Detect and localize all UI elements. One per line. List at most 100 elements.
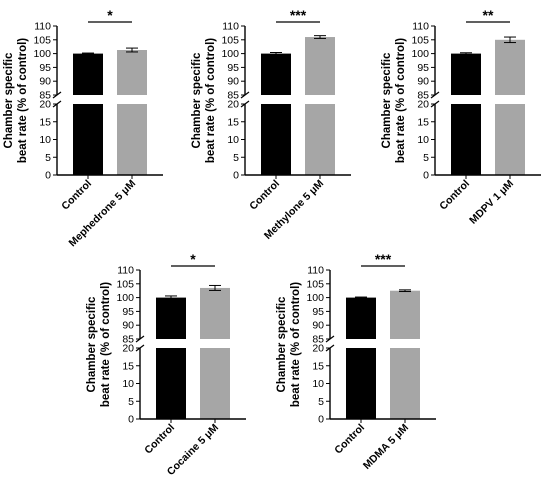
- x-tick-label: MDPV 1 μM: [467, 177, 516, 226]
- y-tick-label: 5: [233, 152, 239, 164]
- y-tick-label: 15: [312, 360, 324, 372]
- y-axis-title-line-1: Chamber specific: [381, 52, 393, 148]
- bar-upper-0: [156, 297, 186, 339]
- y-tick-label: 100: [33, 48, 51, 60]
- chart-panel-1: 85909510010511005101520ControlMephedrone…: [3, 7, 163, 249]
- y-tick-label: 15: [417, 116, 429, 128]
- y-tick-label: 20: [227, 99, 239, 111]
- y-tick-label: 105: [306, 278, 324, 290]
- y-tick-label: 20: [312, 343, 324, 355]
- y-tick-label: 100: [306, 292, 324, 304]
- y-tick-label: 85: [312, 334, 324, 346]
- significance-label: **: [483, 7, 494, 23]
- y-tick-label: 90: [417, 76, 429, 88]
- y-tick-label: 10: [417, 134, 429, 146]
- y-tick-label: 5: [318, 396, 324, 408]
- y-tick-label: 110: [117, 265, 134, 277]
- significance-label: ***: [290, 7, 307, 23]
- bar-upper-0: [261, 53, 291, 95]
- bar-upper-0: [346, 297, 376, 339]
- y-tick-label: 105: [221, 34, 239, 46]
- y-axis-title-line-2: beat rate (% of control): [100, 282, 112, 407]
- y-tick-label: 0: [45, 170, 51, 182]
- x-tick-label: MDMA 5 μM: [361, 421, 411, 471]
- y-tick-label: 100: [221, 48, 239, 60]
- y-tick-label: 85: [122, 334, 134, 346]
- y-tick-label: 15: [227, 116, 239, 128]
- y-tick-label: 10: [122, 378, 134, 390]
- y-tick-label: 10: [39, 134, 51, 146]
- bar-upper-1: [200, 287, 230, 339]
- y-tick-label: 95: [312, 306, 324, 318]
- y-tick-label: 110: [34, 21, 51, 33]
- y-tick-label: 95: [39, 62, 51, 74]
- y-tick-label: 5: [45, 152, 51, 164]
- y-tick-label: 95: [122, 306, 134, 318]
- significance-label: ***: [375, 251, 392, 267]
- y-axis-title-line-1: Chamber specific: [276, 296, 288, 392]
- y-tick-label: 105: [411, 34, 429, 46]
- y-axis-title-line-2: beat rate (% of control): [205, 38, 217, 163]
- y-tick-label: 105: [116, 278, 134, 290]
- significance-label: *: [190, 251, 196, 267]
- bar-lower-0: [451, 104, 481, 175]
- bar-lower-1: [305, 104, 335, 175]
- y-tick-label: 10: [312, 378, 324, 390]
- y-tick-label: 5: [128, 396, 134, 408]
- y-axis-title-line-2: beat rate (% of control): [17, 38, 29, 163]
- y-tick-label: 100: [411, 48, 429, 60]
- bar-lower-1: [495, 104, 525, 175]
- bar-lower-1: [390, 348, 420, 419]
- x-tick-label: Control: [332, 422, 367, 457]
- x-tick-label: Control: [437, 178, 472, 213]
- bar-lower-0: [346, 348, 376, 419]
- y-tick-label: 105: [33, 34, 51, 46]
- bar-upper-1: [390, 290, 420, 339]
- y-tick-label: 85: [227, 90, 239, 102]
- bar-upper-0: [73, 53, 103, 95]
- y-tick-label: 10: [227, 134, 239, 146]
- y-axis-title-line-1: Chamber specific: [86, 296, 98, 392]
- y-tick-label: 0: [128, 414, 134, 426]
- y-tick-label: 110: [222, 21, 239, 33]
- x-tick-label: Control: [142, 422, 177, 457]
- y-tick-label: 20: [417, 99, 429, 111]
- y-tick-label: 90: [227, 76, 239, 88]
- bar-upper-1: [305, 37, 335, 95]
- y-tick-label: 85: [417, 90, 429, 102]
- y-tick-label: 90: [312, 320, 324, 332]
- y-tick-label: 95: [227, 62, 239, 74]
- significance-label: *: [107, 7, 113, 23]
- bar-lower-0: [156, 348, 186, 419]
- bar-lower-0: [261, 104, 291, 175]
- y-tick-label: 5: [423, 152, 429, 164]
- bar-lower-1: [117, 104, 147, 175]
- bar-lower-0: [73, 104, 103, 175]
- y-axis-title-line-1: Chamber specific: [3, 52, 15, 148]
- y-axis-title-line-1: Chamber specific: [191, 52, 203, 148]
- y-tick-label: 85: [39, 90, 51, 102]
- y-tick-label: 90: [122, 320, 134, 332]
- y-tick-label: 20: [122, 343, 134, 355]
- bar-upper-1: [117, 50, 147, 95]
- y-tick-label: 110: [412, 21, 429, 33]
- y-axis-title-line-2: beat rate (% of control): [395, 38, 407, 163]
- y-tick-label: 20: [39, 99, 51, 111]
- y-tick-label: 15: [39, 116, 51, 128]
- y-tick-label: 0: [423, 170, 429, 182]
- y-tick-label: 90: [39, 76, 51, 88]
- y-axis-title-line-2: beat rate (% of control): [290, 282, 302, 407]
- chart-panel-2: 85909510010511005101520ControlMethylone …: [191, 7, 351, 242]
- x-tick-label: Control: [247, 178, 282, 213]
- x-tick-label: Control: [59, 178, 94, 213]
- y-tick-label: 95: [417, 62, 429, 74]
- bar-upper-1: [495, 39, 525, 95]
- y-tick-label: 0: [233, 170, 239, 182]
- bar-lower-1: [200, 348, 230, 419]
- y-tick-label: 100: [116, 292, 134, 304]
- y-tick-label: 15: [122, 360, 134, 372]
- bar-upper-0: [451, 53, 481, 95]
